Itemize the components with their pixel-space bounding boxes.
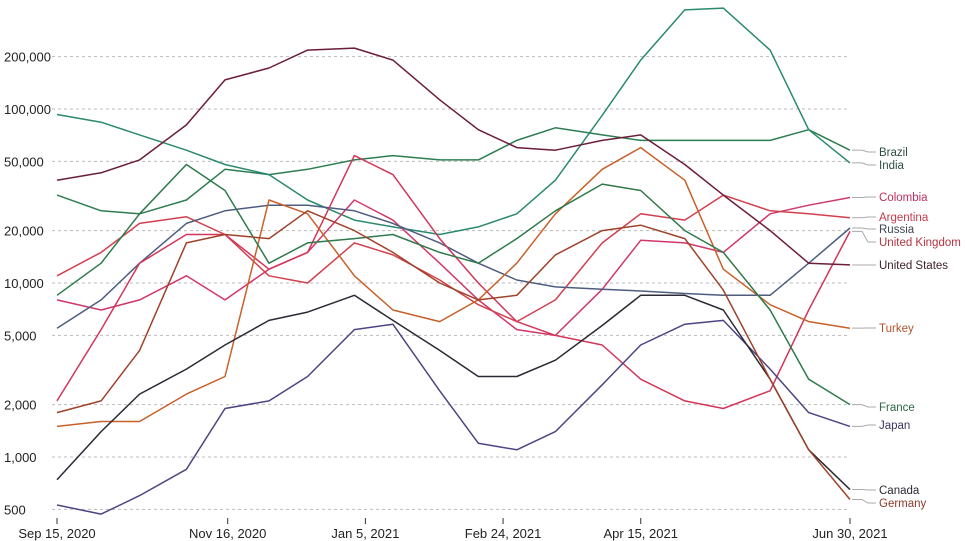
x-tick-label: Jun 30, 2021 (812, 526, 887, 541)
series-label: United States (879, 260, 948, 272)
y-tick-label: 100,000 (4, 102, 51, 117)
series-line-canada (56, 294, 851, 491)
series-line-argentina (56, 194, 851, 323)
series-line-united-kingdom (56, 154, 851, 410)
series-label: Japan (879, 420, 910, 432)
label-leader-line (852, 424, 876, 427)
series-label: Brazil (879, 147, 908, 159)
x-tick-label: Nov 16, 2020 (189, 526, 266, 541)
series-label: Argentina (879, 212, 929, 224)
label-leader-line (852, 227, 876, 230)
series-label: United Kingdom (879, 237, 961, 249)
y-tick-label: 1,000 (4, 450, 37, 465)
series-labels: BrazilIndiaColombiaArgentinaRussiaUnited… (852, 147, 961, 510)
y-tick-label: 5,000 (4, 328, 37, 343)
label-leader-line (852, 404, 876, 408)
series-lines (56, 7, 851, 515)
x-tick-label: Feb 24, 2021 (465, 526, 542, 541)
x-tick-label: Apr 15, 2021 (604, 526, 678, 541)
series-line-turkey (56, 146, 851, 428)
y-tick-label: 50,000 (4, 154, 44, 169)
series-label: Canada (879, 485, 920, 497)
series-label: Colombia (879, 192, 928, 204)
label-leader-line (852, 216, 876, 219)
series-line-japan (56, 319, 851, 515)
series-label: France (879, 402, 915, 414)
series-line-russia (56, 204, 851, 329)
y-tick-label: 10,000 (4, 276, 44, 291)
y-tick-label: 20,000 (4, 224, 44, 239)
x-axis: Sep 15, 2020 Nov 16, 2020 Jan 5, 2021 Feb 2… (18, 518, 888, 541)
series-line-united-states (56, 47, 851, 266)
series-label: India (879, 160, 905, 172)
y-tick-label: 500 (4, 502, 26, 517)
y-tick-label: 200,000 (4, 50, 51, 65)
series-line-france (56, 163, 851, 406)
x-tick-label: Jan 5, 2021 (331, 526, 399, 541)
series-line-india (56, 7, 851, 236)
y-axis: 200,000 100,000 50,000 20,000 10,000 5,000 2,0… (4, 50, 51, 518)
series-label: Turkey (879, 323, 914, 335)
series-line-colombia (56, 196, 851, 337)
x-tick-label: Sep 15, 2020 (18, 526, 95, 541)
label-leader-line (852, 498, 876, 504)
series-line-brazil (56, 127, 851, 215)
label-leader-line (852, 162, 876, 166)
y-tick-label: 2,000 (4, 398, 37, 413)
label-leader-line (852, 196, 876, 199)
label-leader-line (852, 230, 876, 243)
series-label: Germany (879, 498, 927, 510)
series-label: Russia (879, 224, 915, 236)
series-line-germany (56, 210, 851, 500)
label-leader-line (852, 149, 876, 153)
